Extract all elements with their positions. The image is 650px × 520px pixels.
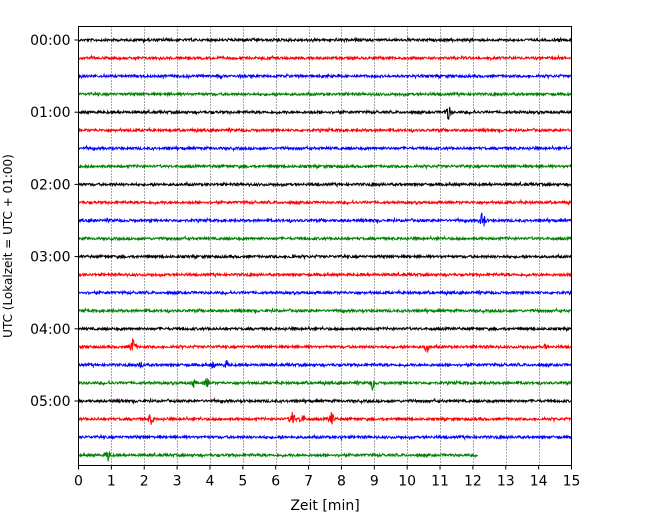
plot-frame <box>78 26 572 466</box>
x-tick-label: 12 <box>464 474 482 490</box>
y-axis-ticks: 00:00 01:00 02:00 03:00 04:00 05:00 <box>30 33 79 410</box>
trace-line <box>78 288 572 297</box>
y-tick-label: 02:00 <box>30 177 70 193</box>
trace-line <box>78 377 572 392</box>
trace-line <box>78 163 572 171</box>
x-tick-label: 4 <box>206 474 215 490</box>
trace-line <box>78 270 572 279</box>
trace-line <box>78 325 572 333</box>
x-tick-label: 0 <box>74 474 83 490</box>
y-tick-label: 04:00 <box>30 322 70 338</box>
trace-line <box>78 411 572 425</box>
x-tick-label: 3 <box>173 474 182 490</box>
trace-line <box>78 180 572 189</box>
trace-line <box>78 306 572 315</box>
trace-line <box>78 338 572 354</box>
x-tick-label: 9 <box>370 474 379 490</box>
trace-line <box>78 36 572 44</box>
grid-lines <box>111 26 540 466</box>
trace-line <box>78 253 572 261</box>
y-axis-label: UTC (Lokalzeit = UTC + 01:00) <box>1 154 15 338</box>
trace-line <box>78 212 572 227</box>
x-tick-label: 1 <box>107 474 116 490</box>
x-tick-label: 14 <box>530 474 548 490</box>
trace-line <box>78 451 479 462</box>
y-tick-label: 01:00 <box>30 105 70 121</box>
x-tick-label: 7 <box>304 474 313 490</box>
trace-line <box>78 144 572 153</box>
trace-line <box>78 198 572 206</box>
trace-line <box>78 234 572 243</box>
y-tick-label: 03:00 <box>30 250 70 266</box>
y-tick-label: 00:00 <box>30 33 70 49</box>
trace-line <box>78 90 572 98</box>
y-tick-label: 05:00 <box>30 394 70 410</box>
x-axis-ticks: 0 1 2 3 4 5 6 7 8 9 10 11 12 13 14 15 <box>74 465 581 490</box>
x-tick-label: 13 <box>497 474 515 490</box>
trace-line <box>78 72 572 80</box>
trace-line <box>78 359 572 370</box>
x-axis-label: Zeit [min] <box>290 498 359 514</box>
x-tick-label: 6 <box>271 474 280 490</box>
trace-line <box>78 54 572 62</box>
trace-line <box>78 433 572 442</box>
trace-line <box>78 397 572 405</box>
seismic-traces <box>78 36 572 462</box>
trace-line <box>78 126 572 135</box>
x-tick-label: 2 <box>140 474 149 490</box>
x-tick-label: 15 <box>563 474 581 490</box>
x-tick-label: 8 <box>337 474 346 490</box>
trace-line <box>78 106 572 120</box>
x-tick-label: 10 <box>398 474 416 490</box>
x-tick-label: 5 <box>238 474 247 490</box>
x-tick-label: 11 <box>431 474 449 490</box>
